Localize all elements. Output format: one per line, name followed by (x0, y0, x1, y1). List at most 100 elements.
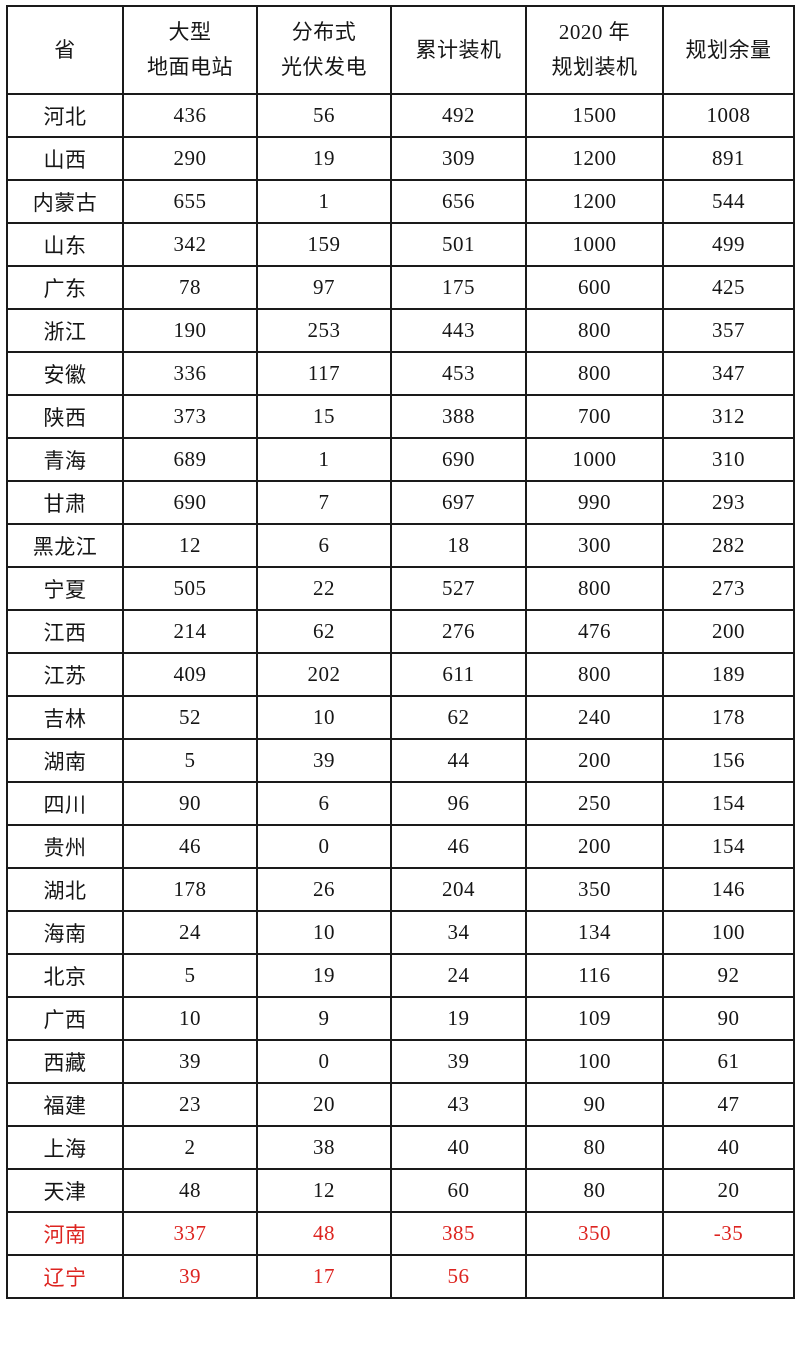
value-cell: 337 (122, 1211, 258, 1256)
table-row: 西藏 39 0 39 100 61 (6, 1039, 795, 1084)
province-cell: 山西 (6, 136, 124, 181)
value-cell: 527 (390, 566, 527, 611)
value-cell: 78 (122, 265, 258, 310)
value-cell: -35 (662, 1211, 795, 1256)
province-cell: 上海 (6, 1125, 124, 1170)
value-cell: 134 (525, 910, 664, 955)
table-row: 湖南 5 39 44 200 156 (6, 738, 795, 783)
value-cell: 175 (390, 265, 527, 310)
value-cell: 240 (525, 695, 664, 740)
value-cell: 1200 (525, 136, 664, 181)
value-cell: 90 (662, 996, 795, 1041)
value-cell: 200 (662, 609, 795, 654)
value-cell: 100 (525, 1039, 664, 1084)
value-cell: 656 (390, 179, 527, 224)
value-cell: 611 (390, 652, 527, 697)
value-cell: 800 (525, 652, 664, 697)
value-cell (525, 1254, 664, 1299)
value-cell: 116 (525, 953, 664, 998)
column-header-line: 地面电站 (147, 55, 233, 79)
value-cell: 293 (662, 480, 795, 525)
province-cell: 天津 (6, 1168, 124, 1213)
table-row: 青海 689 1 690 1000 310 (6, 437, 795, 482)
value-cell: 409 (122, 652, 258, 697)
table-body: 河北 436 56 492 1500 1008 山西 290 19 309 1200 891 内蒙古 65… (6, 93, 795, 1299)
province-cell: 北京 (6, 953, 124, 998)
value-cell: 92 (662, 953, 795, 998)
value-cell: 26 (256, 867, 392, 912)
value-cell: 300 (525, 523, 664, 568)
value-cell: 24 (390, 953, 527, 998)
value-cell: 9 (256, 996, 392, 1041)
value-cell: 1200 (525, 179, 664, 224)
value-cell: 388 (390, 394, 527, 439)
value-cell: 24 (122, 910, 258, 955)
table-row: 甘肃 690 7 697 990 293 (6, 480, 795, 525)
value-cell: 17 (256, 1254, 392, 1299)
value-cell: 146 (662, 867, 795, 912)
value-cell: 800 (525, 566, 664, 611)
value-cell: 80 (525, 1168, 664, 1213)
header-row: 省大型 地面电站 分布式 光伏发电 累计装机 2020 年规划装机 规划余量 (6, 5, 795, 95)
province-cell: 海南 (6, 910, 124, 955)
value-cell: 1500 (525, 93, 664, 138)
table-row: 上海 2 38 40 80 40 (6, 1125, 795, 1170)
value-cell: 178 (122, 867, 258, 912)
value-cell: 1 (256, 437, 392, 482)
value-cell: 290 (122, 136, 258, 181)
value-cell: 505 (122, 566, 258, 611)
value-cell: 0 (256, 824, 392, 869)
value-cell: 697 (390, 480, 527, 525)
province-cell: 福建 (6, 1082, 124, 1127)
column-header: 省 (6, 5, 124, 95)
value-cell: 96 (390, 781, 527, 826)
value-cell: 100 (662, 910, 795, 955)
table-row: 河南 337 48 385 350 -35 (6, 1211, 795, 1256)
table-row: 山东 342 159 501 1000 499 (6, 222, 795, 267)
column-header-line: 规划余量 (685, 37, 772, 62)
value-cell: 690 (122, 480, 258, 525)
table-row: 福建 23 20 43 90 47 (6, 1082, 795, 1127)
value-cell: 48 (122, 1168, 258, 1213)
value-cell: 12 (122, 523, 258, 568)
table-row: 辽宁 39 17 56 (6, 1254, 795, 1299)
province-cell: 内蒙古 (6, 179, 124, 224)
value-cell: 10 (256, 695, 392, 740)
value-cell: 62 (390, 695, 527, 740)
province-cell: 四川 (6, 781, 124, 826)
value-cell: 109 (525, 996, 664, 1041)
value-cell: 38 (256, 1125, 392, 1170)
province-cell: 安徽 (6, 351, 124, 396)
table-row: 广东 78 97 175 600 425 (6, 265, 795, 310)
value-cell: 499 (662, 222, 795, 267)
column-header-line: 大型 (168, 20, 212, 44)
value-cell: 12 (256, 1168, 392, 1213)
value-cell: 800 (525, 308, 664, 353)
province-cell: 黑龙江 (6, 523, 124, 568)
table-row: 内蒙古 655 1 656 1200 544 (6, 179, 795, 224)
pv-installed-capacity-table: 省大型 地面电站 分布式 光伏发电 累计装机 2020 年规划装机 规划余量 河北 436 56… (6, 5, 795, 1299)
value-cell: 15 (256, 394, 392, 439)
value-cell: 43 (390, 1082, 527, 1127)
value-cell: 253 (256, 308, 392, 353)
value-cell: 0 (256, 1039, 392, 1084)
value-cell: 347 (662, 351, 795, 396)
table-row: 陕西 373 15 388 700 312 (6, 394, 795, 439)
value-cell: 425 (662, 265, 795, 310)
province-cell: 贵州 (6, 824, 124, 869)
value-cell: 373 (122, 394, 258, 439)
province-cell: 吉林 (6, 695, 124, 740)
province-cell: 广西 (6, 996, 124, 1041)
table-row: 天津 48 12 60 80 20 (6, 1168, 795, 1213)
value-cell: 19 (390, 996, 527, 1041)
value-cell: 336 (122, 351, 258, 396)
column-header-line: 规划装机 (551, 55, 638, 79)
province-cell: 陕西 (6, 394, 124, 439)
value-cell: 56 (256, 93, 392, 138)
value-cell: 250 (525, 781, 664, 826)
value-cell: 5 (122, 738, 258, 783)
value-cell: 501 (390, 222, 527, 267)
value-cell: 443 (390, 308, 527, 353)
value-cell: 350 (525, 1211, 664, 1256)
value-cell: 90 (122, 781, 258, 826)
